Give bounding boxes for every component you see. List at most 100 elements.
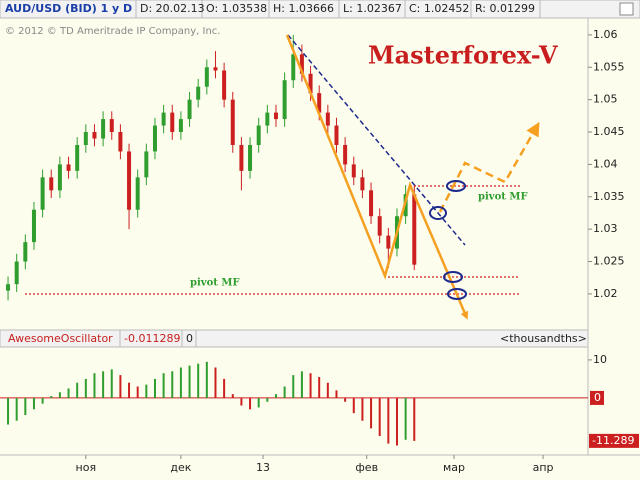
osc-units: <thousandths> [500,332,587,345]
candle-body [6,284,11,291]
osc-bar [24,397,27,416]
candle-body [152,125,157,152]
osc-bar [378,397,381,436]
projection-line [438,121,540,213]
annotation: Masterforex-V [368,41,558,70]
osc-bar [145,384,148,398]
settings-button[interactable] [619,2,634,16]
osc-bar [136,386,139,398]
osc-param: 0 [186,332,193,345]
osc-bar [292,375,295,398]
osc-bar [326,382,329,398]
header-open: O: 1.03538 [206,2,267,15]
candle-body [109,119,114,133]
candle-body [308,73,313,94]
osc-bar [361,397,364,421]
osc-name: AwesomeOscillator [8,332,113,345]
osc-bar [413,397,416,441]
candle-body [282,80,287,120]
osc-bar [283,386,286,398]
osc-bar [404,397,407,440]
candle-body [14,261,19,285]
candle-body [222,70,227,100]
candle-body [66,164,71,171]
y-tick-label: 1.06 [593,28,618,41]
osc-bar [84,378,87,398]
osc-bar [318,377,321,398]
candle-body [40,177,45,210]
pivot-label: pivot MF [478,192,528,203]
osc-bar [231,394,234,398]
candle-body [265,112,270,126]
osc-bar [257,397,260,408]
pivot-label: pivot MF [190,278,240,289]
osc-bar [32,397,35,410]
candle-body [75,144,80,171]
header-low: L: 1.02367 [343,2,402,15]
candle-body [118,132,123,152]
candle-body [144,151,149,178]
osc-bar [58,392,61,398]
x-tick-label: апр [533,461,554,474]
osc-bar [240,397,243,406]
osc-bar [205,361,208,398]
candle-body [49,177,54,191]
pivot-lines [25,185,520,295]
osc-bar [15,397,18,421]
header-close: C: 1.02452 [409,2,469,15]
osc-bar [102,371,105,398]
candle-body [273,112,278,120]
candle-body [31,209,36,243]
y-tick-label: 1.02 [593,287,618,300]
header-separators [135,0,541,18]
candle-body [325,112,330,126]
osc-bar [274,394,277,398]
osc-bar [119,375,122,398]
x-tick-label: 13 [256,461,270,474]
osc-tick-label: 10 [593,353,607,366]
candle-body [317,93,322,113]
y-tick-label: 1.04 [593,157,618,170]
candle-body [334,125,339,145]
last-value-box [589,433,639,448]
y-tick-label: 1.05 [593,93,618,106]
y-tick-label: 1.03 [593,222,618,235]
candle-body [256,125,261,145]
osc-bar [370,397,373,429]
x-tick-label: фев [355,461,378,474]
y-tick-label: 1.035 [593,190,625,203]
candle-body [299,54,304,74]
candle-body [127,151,132,210]
osc-bar [214,367,217,398]
candle-body [135,177,140,210]
candle-body [412,194,417,265]
osc-bar [395,397,398,446]
osc-bar [335,390,338,398]
drawings [25,34,540,320]
osc-header-separators [119,330,197,347]
candle-body [101,119,106,139]
candle-body [291,54,296,81]
osc-bar [128,382,131,398]
copyright: © 2012 © TD Ameritrade IP Company, Inc. [5,26,221,37]
candle-body [360,177,365,191]
candle-body [239,144,244,171]
osc-bar [223,378,226,398]
osc-bar [153,378,156,398]
osc-bar [188,365,191,398]
x-tick-label: дек [170,461,191,474]
osc-bar [110,369,113,398]
candle-body [351,164,356,178]
candle-body [23,242,28,262]
osc-tick-label: 0 [594,391,601,404]
osc-bar [171,371,174,398]
osc-bar [309,373,312,398]
osc-bar [7,397,10,425]
osc-bar [162,373,165,398]
pivot-ellipses [429,180,467,300]
candle-body [230,99,235,145]
header-high: H: 1.03666 [273,2,334,15]
y-tick-label: 1.055 [593,60,625,73]
candle-body [187,99,192,120]
